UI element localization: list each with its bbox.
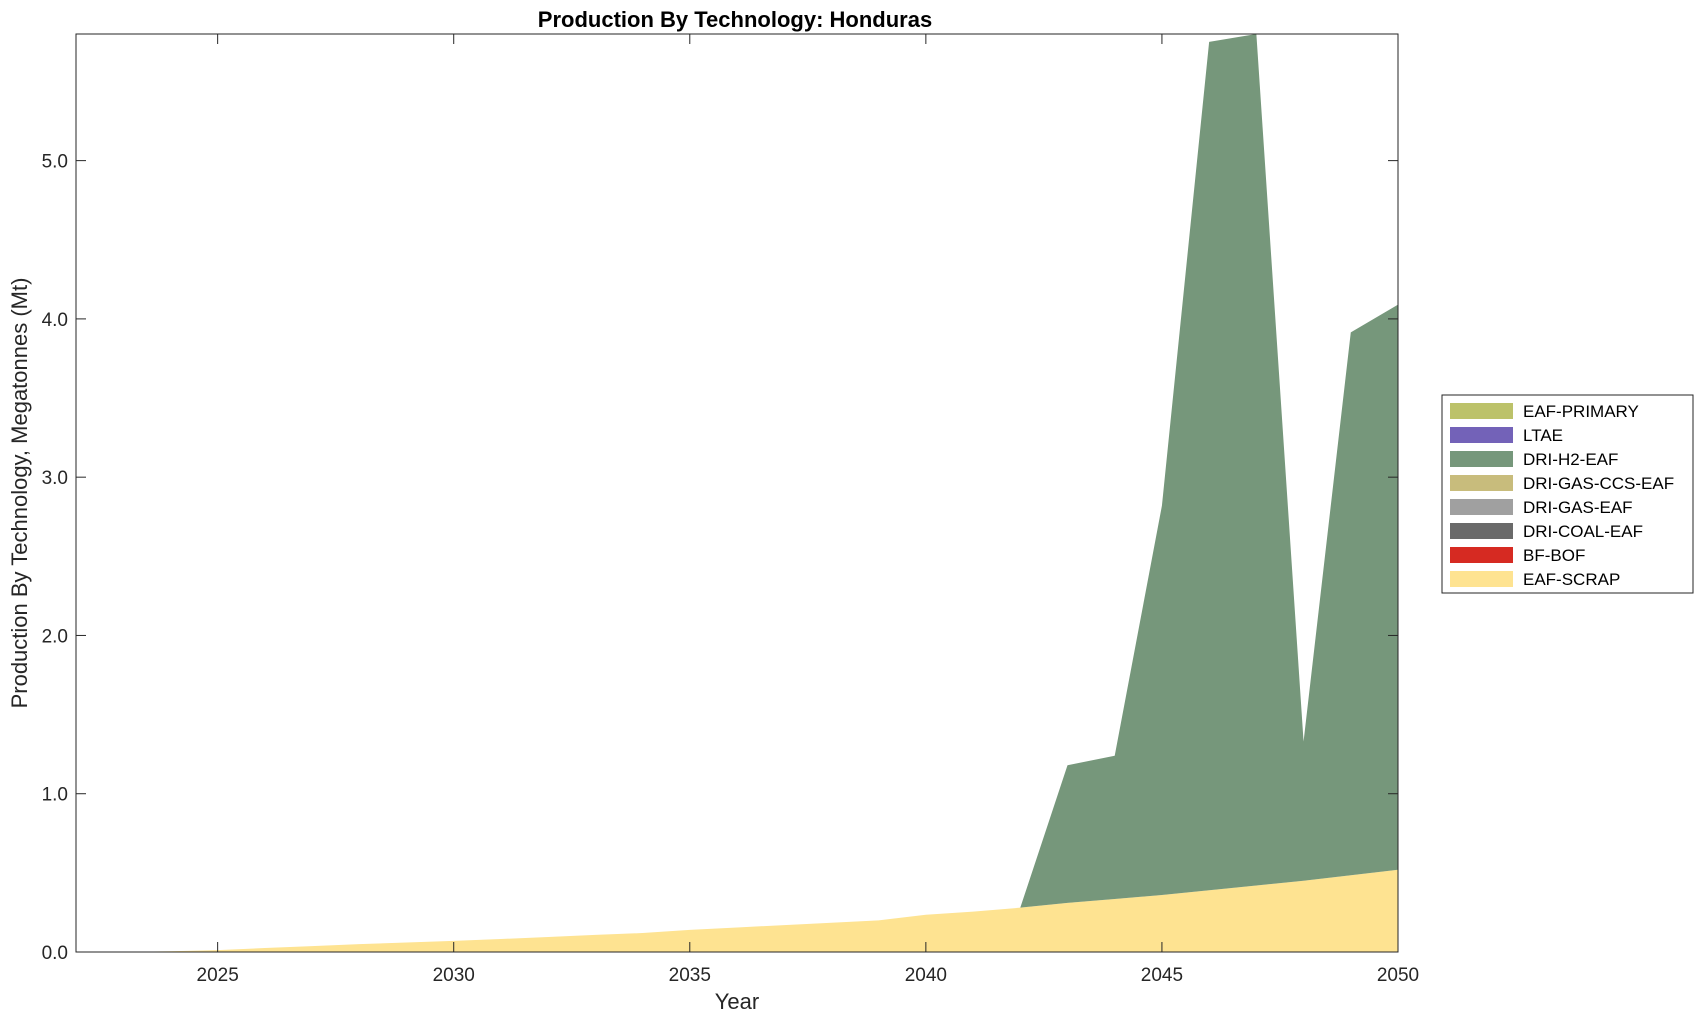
legend-label-eaf-scrap: EAF-SCRAP	[1523, 570, 1620, 589]
legend-label-dri-gas-eaf: DRI-GAS-EAF	[1523, 498, 1633, 517]
y-tick-label: 1.0	[42, 785, 68, 806]
legend-label-bf-bof: BF-BOF	[1523, 546, 1585, 565]
x-tick-label: 2030	[433, 965, 475, 986]
legend-label-dri-gas-ccs-eaf: DRI-GAS-CCS-EAF	[1523, 474, 1674, 493]
y-tick-label: 2.0	[42, 626, 68, 647]
plot-areas	[76, 34, 1398, 952]
y-tick-label: 4.0	[42, 310, 68, 331]
y-tick-label: 5.0	[42, 152, 68, 173]
legend-label-dri-h2-eaf: DRI-H2-EAF	[1523, 450, 1618, 469]
area-eaf-scrap	[76, 869, 1398, 952]
x-tick-label: 2050	[1377, 965, 1419, 986]
x-axis-label: Year	[715, 989, 759, 1014]
legend-swatch-dri-h2-eaf	[1450, 451, 1513, 467]
legend-swatch-dri-gas-eaf	[1450, 499, 1513, 515]
y-ticks: 0.0 1.0 2.0 3.0 4.0 5.0	[42, 152, 1398, 964]
legend-swatch-ltae	[1450, 427, 1513, 443]
legend-label-ltae: LTAE	[1523, 426, 1563, 445]
legend-swatch-dri-gas-ccs-eaf	[1450, 475, 1513, 491]
y-tick-label: 3.0	[42, 468, 68, 489]
legend-label-eaf-primary: EAF-PRIMARY	[1523, 402, 1639, 421]
axes-frame	[75, 33, 1399, 953]
y-axis-label: Production By Technology, Megatonnes (Mt…	[7, 278, 32, 709]
legend-label-dri-coal-eaf: DRI-COAL-EAF	[1523, 522, 1643, 541]
x-tick-label: 2025	[197, 965, 239, 986]
area-dri-h2-eaf	[76, 34, 1398, 952]
x-tick-label: 2035	[669, 965, 711, 986]
y-tick-label: 0.0	[42, 943, 68, 964]
legend-swatch-bf-bof	[1450, 547, 1513, 563]
legend-swatch-dri-coal-eaf	[1450, 523, 1513, 539]
legend: EAF-PRIMARY LTAE DRI-H2-EAF DRI-GAS-CCS-EAF…	[1441, 394, 1694, 594]
x-tick-label: 2040	[905, 965, 947, 986]
chart-title: Production By Technology: Honduras	[538, 7, 932, 32]
legend-swatch-eaf-primary	[1450, 403, 1513, 419]
legend-swatch-eaf-scrap	[1450, 571, 1513, 587]
x-ticks: 2025 2030 2035 2040 2045 2050	[197, 34, 1419, 986]
x-tick-label: 2045	[1141, 965, 1183, 986]
legend-items: EAF-PRIMARY LTAE DRI-H2-EAF DRI-GAS-CCS-EAF…	[1450, 402, 1674, 589]
